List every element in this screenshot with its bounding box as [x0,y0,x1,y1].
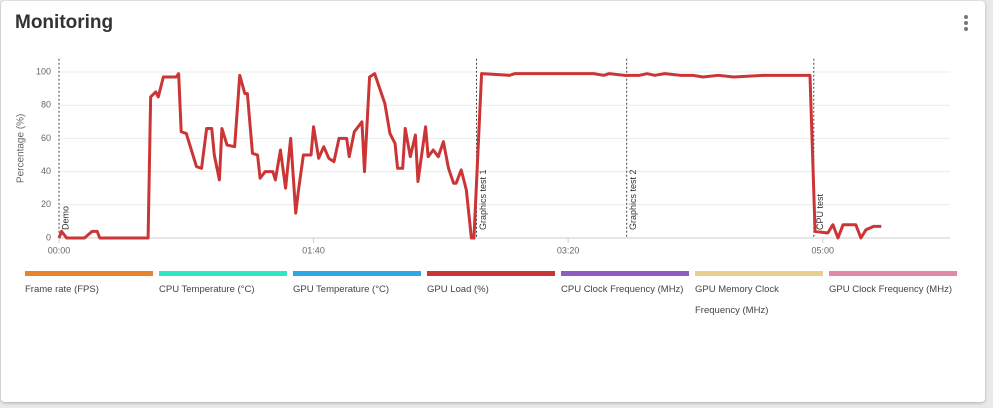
legend-label: GPU Memory Clock Frequency (MHz) [695,284,779,316]
x-tick-label: 00:00 [48,245,71,255]
legend-swatch [829,271,957,276]
legend-label: CPU Temperature (°C) [159,284,255,295]
legend-item[interactable]: GPU Clock Frequency (MHz) [829,271,957,300]
legend-swatch [293,271,421,276]
legend-label: CPU Clock Frequency (MHz) [561,284,684,295]
chart: Percentage (%) 0 20 40 60 80 100 00:00 01:40 03:2… [16,58,950,255]
legend-swatch [695,271,823,276]
y-tick-label: 20 [41,199,51,209]
x-tick-label: 01:40 [302,245,325,255]
legend-item[interactable]: GPU Load (%) [427,271,555,300]
y-axis-title: Percentage (%) [16,114,27,183]
y-tick-label: 100 [36,66,51,76]
legend-item[interactable]: CPU Clock Frequency (MHz) [561,271,689,300]
legend-item[interactable]: Frame rate (FPS) [25,271,153,300]
legend-swatch [159,271,287,276]
legend-label: GPU Clock Frequency (MHz) [829,284,952,295]
legend-label: GPU Load (%) [427,284,489,295]
x-tick-label: 03:20 [557,245,580,255]
legend-item[interactable]: GPU Temperature (°C) [293,271,421,300]
card-title: Monitoring [15,12,114,33]
series-line [57,72,882,240]
card: Monitoring Percentage (%) 0 20 40 60 80 100 00:… [1,1,985,402]
legend-swatch [25,271,153,276]
y-tick-label: 0 [46,232,51,242]
legend-label: GPU Temperature (°C) [293,284,390,295]
legend-item[interactable]: CPU Temperature (°C) [159,271,287,300]
legend-label: Frame rate (FPS) [25,284,99,295]
legend-swatch [427,271,555,276]
marker-label: Graphics test 1 [478,169,488,230]
legend-swatch [561,271,689,276]
x-tick-label: 05:00 [811,245,834,255]
marker-label: Demo [60,206,70,230]
y-tick-label: 40 [41,166,51,176]
y-tick-label: 80 [41,100,51,110]
legend-item[interactable]: GPU Memory Clock Frequency (MHz) [695,271,823,321]
marker-label: Graphics test 2 [628,169,638,230]
marker-label: CPU test [815,193,825,230]
y-tick-label: 60 [41,133,51,143]
menu-button[interactable] [964,15,970,33]
